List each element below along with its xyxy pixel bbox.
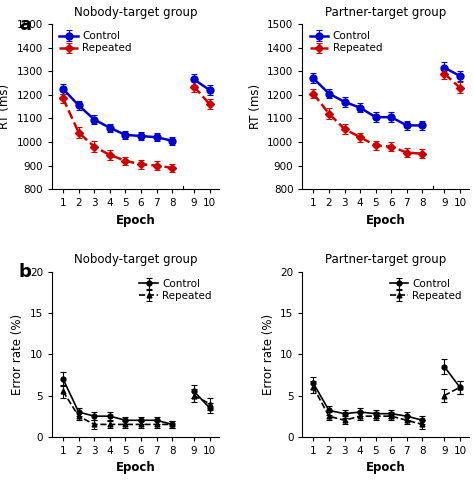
X-axis label: Epoch: Epoch xyxy=(116,461,155,474)
Text: a: a xyxy=(19,16,31,34)
Title: Partner-target group: Partner-target group xyxy=(325,6,447,19)
Y-axis label: RT (ms): RT (ms) xyxy=(0,84,11,129)
Legend: Control, Repeated: Control, Repeated xyxy=(57,29,134,56)
Title: Partner-target group: Partner-target group xyxy=(325,253,447,266)
Legend: Control, Repeated: Control, Repeated xyxy=(137,277,214,303)
Y-axis label: RT (ms): RT (ms) xyxy=(248,84,262,129)
Y-axis label: Error rate (%): Error rate (%) xyxy=(11,313,24,395)
X-axis label: Epoch: Epoch xyxy=(366,461,406,474)
Title: Nobody-target group: Nobody-target group xyxy=(74,6,197,19)
Legend: Control, Repeated: Control, Repeated xyxy=(387,277,464,303)
Text: b: b xyxy=(19,264,32,281)
Title: Nobody-target group: Nobody-target group xyxy=(74,253,197,266)
Y-axis label: Error rate (%): Error rate (%) xyxy=(262,313,274,395)
Legend: Control, Repeated: Control, Repeated xyxy=(308,29,384,56)
X-axis label: Epoch: Epoch xyxy=(366,214,406,227)
X-axis label: Epoch: Epoch xyxy=(116,214,155,227)
